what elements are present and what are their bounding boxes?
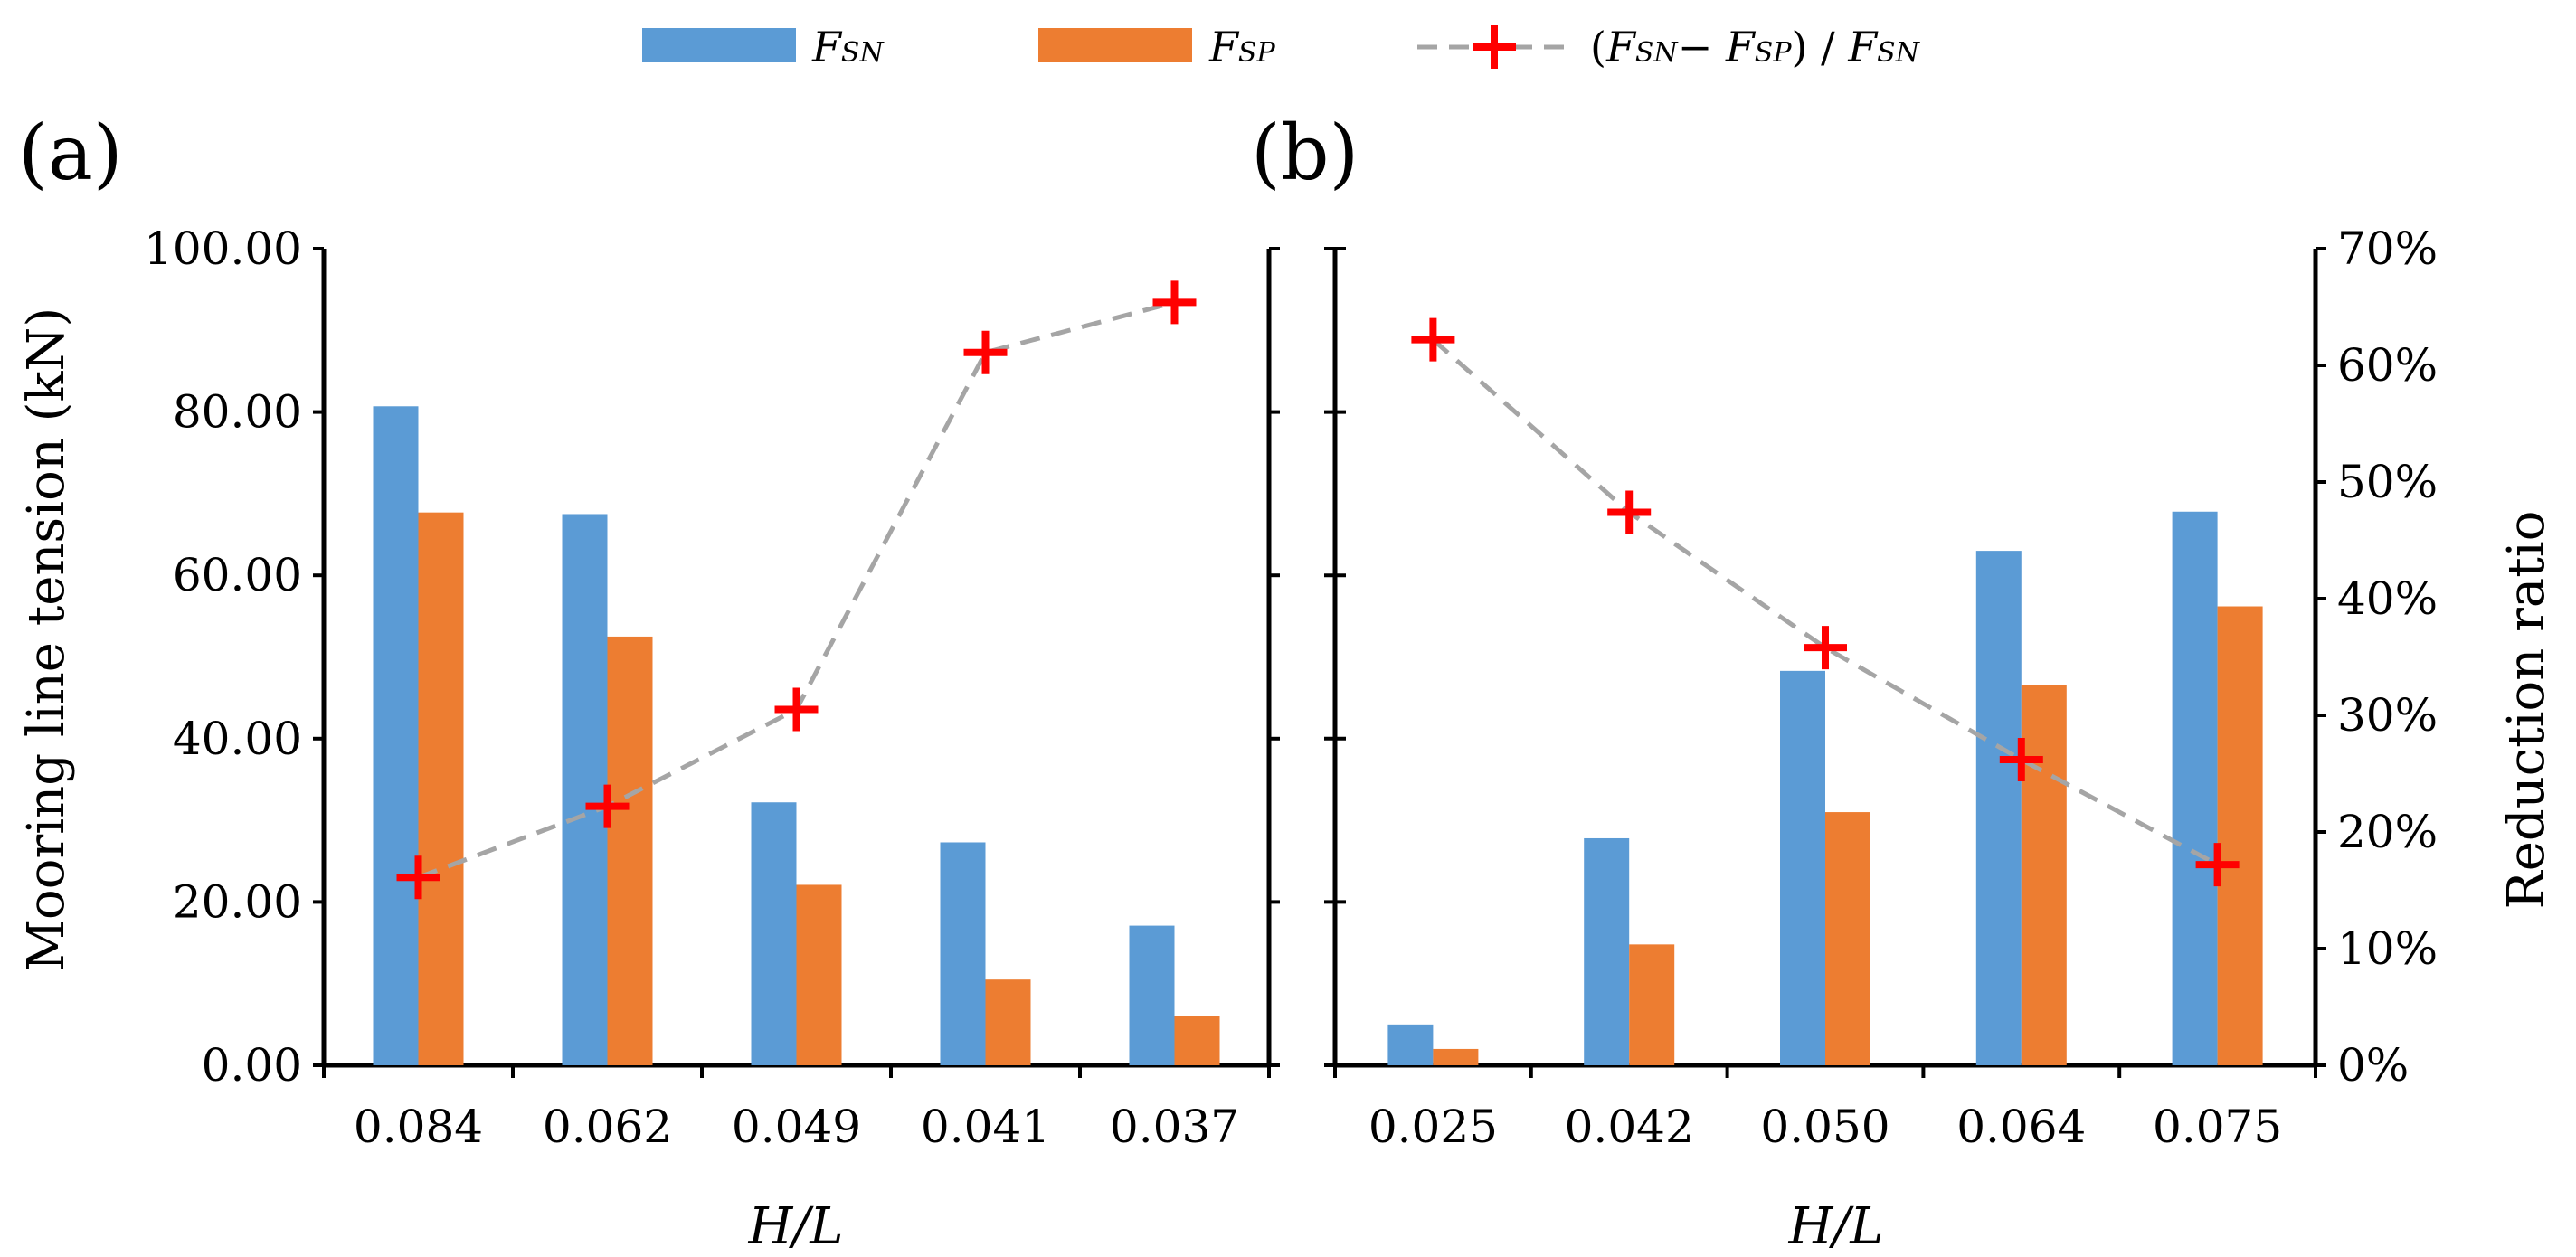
- x-tick-label: 0.084: [354, 1101, 483, 1153]
- bar-fsp-b-4: [2217, 606, 2263, 1065]
- y2-tick-label: 10%: [2337, 922, 2438, 975]
- x-tick-label: 0.064: [1956, 1101, 2086, 1153]
- bar-fsn-b-3: [1975, 551, 2022, 1065]
- y-tick-label: 20.00: [173, 875, 302, 928]
- x-tick-label: 0.042: [1565, 1101, 1694, 1153]
- bar-fsn-a-0: [373, 406, 419, 1065]
- bar-fsp-a-0: [418, 512, 464, 1065]
- y2-tick-label: 50%: [2337, 456, 2438, 508]
- x-axis-title-b: H/L: [1788, 1197, 1884, 1256]
- y-tick-label: 60.00: [173, 549, 302, 601]
- bar-fsp-a-3: [985, 979, 1031, 1065]
- ratio-marker-b-3: [1999, 738, 2043, 782]
- bar-fsp-b-3: [2021, 685, 2067, 1065]
- bar-fsn-b-4: [2172, 511, 2218, 1065]
- ratio-marker-b-1: [1607, 490, 1652, 534]
- x-tick-label: 0.037: [1110, 1101, 1239, 1153]
- bar-fsp-a-2: [796, 884, 842, 1065]
- legend-ratio-label: (FSN− FSP) / FSN: [1590, 23, 1921, 71]
- y-tick-label: 80.00: [173, 386, 302, 439]
- x-tick-label: 0.050: [1760, 1101, 1889, 1153]
- bar-fsp-a-1: [607, 636, 653, 1065]
- legend-fsp-swatch: [1038, 28, 1192, 62]
- bar-fsp-b-1: [1629, 944, 1675, 1065]
- ratio-marker-b-0: [1411, 317, 1455, 362]
- y-axis-title: Mooring line tension (kN): [17, 307, 76, 972]
- y-tick-label: 40.00: [173, 713, 302, 765]
- legend-fsn-label: FSN: [811, 23, 885, 71]
- bar-fsp-a-4: [1174, 1016, 1220, 1065]
- y2-tick-label: 60%: [2337, 339, 2438, 392]
- legend-fsp-label: FSP: [1208, 23, 1275, 71]
- ratio-marker-a-0: [396, 855, 440, 900]
- x-tick-label: 0.049: [732, 1101, 861, 1153]
- bar-fsn-b-1: [1584, 837, 1630, 1065]
- y2-tick-label: 40%: [2337, 572, 2438, 625]
- y2-tick-label: 0%: [2337, 1039, 2409, 1092]
- y2-axis-title: Reduction ratio: [2497, 511, 2556, 910]
- panel-label-a: (a): [18, 109, 123, 197]
- bar-fsn-a-3: [940, 842, 986, 1065]
- bar-fsn-a-2: [751, 802, 797, 1065]
- legend-marker: [1473, 25, 1516, 69]
- bar-fsn-b-0: [1387, 1024, 1434, 1065]
- ratio-marker-b-2: [1804, 626, 1847, 670]
- ratio-marker-a-3: [963, 330, 1008, 374]
- panel-a-plot: 0.00 20.00 40.00 60.00 80.00 100.00 0.084 0.062…: [144, 222, 1280, 1153]
- x-tick-label: 0.041: [921, 1101, 1050, 1153]
- y2-tick-label: 30%: [2337, 689, 2438, 742]
- legend-fsn-swatch: [642, 28, 796, 62]
- legend-ratio-marker: [1473, 25, 1516, 69]
- bar-fsn-a-4: [1129, 925, 1175, 1065]
- y-tick-label: 100.00: [144, 222, 302, 275]
- x-tick-label: 0.062: [543, 1101, 672, 1153]
- y2-tick-label: 70%: [2337, 222, 2438, 275]
- panel-label-b: (b): [1251, 109, 1359, 197]
- ratio-line-a: [417, 299, 1176, 880]
- bar-fsp-b-0: [1433, 1048, 1479, 1065]
- legend: FSN FSP (FSN− FSP) / FSN: [642, 23, 1921, 71]
- ratio-marker-a-2: [774, 687, 819, 732]
- x-tick-label: 0.075: [2153, 1101, 2282, 1153]
- bar-fsn-a-1: [562, 514, 608, 1065]
- y2-tick-label: 20%: [2337, 806, 2438, 858]
- ratio-marker-a-1: [585, 784, 630, 828]
- x-tick-label: 0.025: [1368, 1101, 1498, 1153]
- x-axis-title-a: H/L: [748, 1197, 844, 1256]
- ratio-marker-a-4: [1152, 280, 1197, 325]
- panel-b-plot: 0% 10% 20% 30% 40% 50% 60% 70% 0.025 0.042 0.050 0.…: [1324, 222, 2438, 1153]
- bar-fsp-b-2: [1825, 812, 1870, 1065]
- ratio-marker-b-4: [2195, 843, 2240, 887]
- bar-fsn-b-2: [1780, 670, 1825, 1065]
- ratio-line-b: [1431, 337, 2219, 867]
- y-tick-label: 0.00: [202, 1039, 302, 1092]
